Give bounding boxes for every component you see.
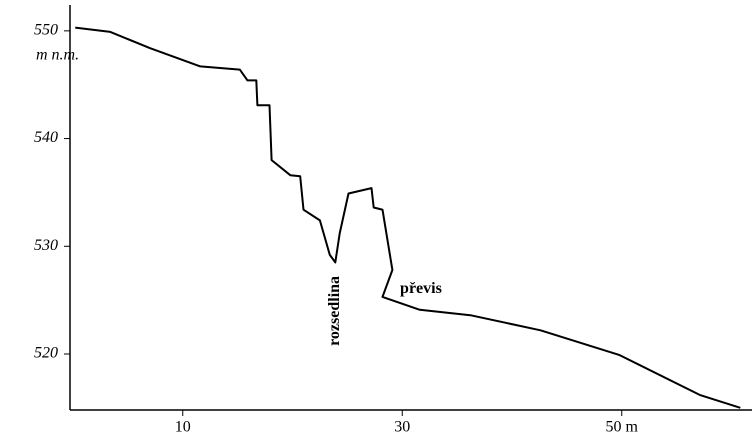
y-tick-label: 550 (34, 22, 58, 39)
x-tick-label: 10 (175, 419, 191, 436)
y-tick-label: 520 (34, 345, 58, 362)
annotation: převis (400, 280, 442, 297)
y-tick-label: 540 (34, 129, 58, 146)
y-axis-label: m n.m. (36, 47, 79, 64)
terrain-profile (75, 26, 741, 409)
annotation: rozsedlina (326, 276, 343, 346)
y-tick-label: 530 (34, 237, 58, 254)
x-tick-label: 30 (394, 419, 410, 436)
x-tick-label: 50 m (606, 419, 639, 436)
